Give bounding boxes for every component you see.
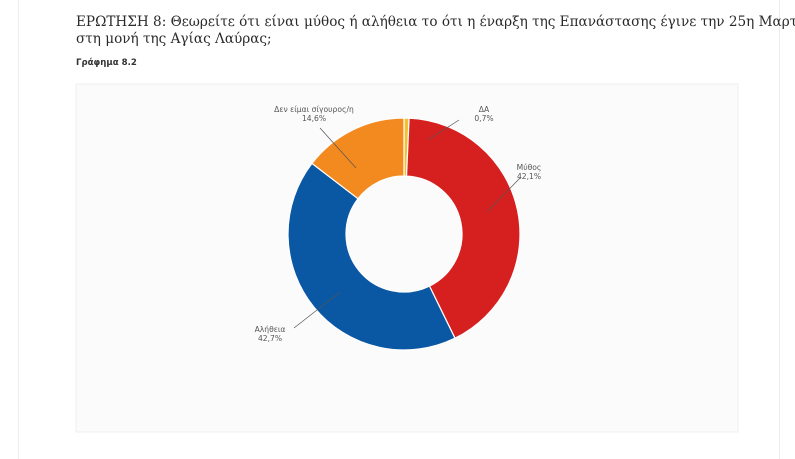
donut-slice [311, 117, 405, 200]
slice-label-value: 42,1% [517, 172, 541, 181]
slice-label-name: Αλήθεια [255, 325, 286, 334]
donut-slice [287, 162, 456, 351]
slice-label-value: 42,7% [258, 334, 282, 343]
slice-label-name: Δεν είμαι σίγουρος/η [274, 105, 354, 114]
question-title: ΕΡΩΤΗΣΗ 8: Θεωρείτε ότι είναι μύθος ή αλ… [76, 14, 795, 48]
leader-line [427, 119, 460, 141]
figure-label: Γράφημα 8.2 [76, 58, 137, 68]
leader-lines [293, 119, 521, 329]
question-line-2: στη μονή της Αγίας Λαύρας; [76, 31, 272, 47]
leader-line [293, 291, 341, 329]
donut-slice [405, 117, 521, 339]
question-line-1: ΕΡΩΤΗΣΗ 8: Θεωρείτε ότι είναι μύθος ή αλ… [76, 14, 795, 30]
leader-line [319, 127, 357, 169]
slice-label-value: 14,6% [302, 114, 326, 123]
page-frame [18, 0, 780, 459]
slice-label-name: Μύθος [517, 163, 542, 172]
slice-label-name: ΔΑ [479, 105, 490, 114]
donut-slices [287, 117, 521, 351]
leader-line [486, 177, 521, 213]
slice-label-value: 0,7% [474, 114, 493, 123]
